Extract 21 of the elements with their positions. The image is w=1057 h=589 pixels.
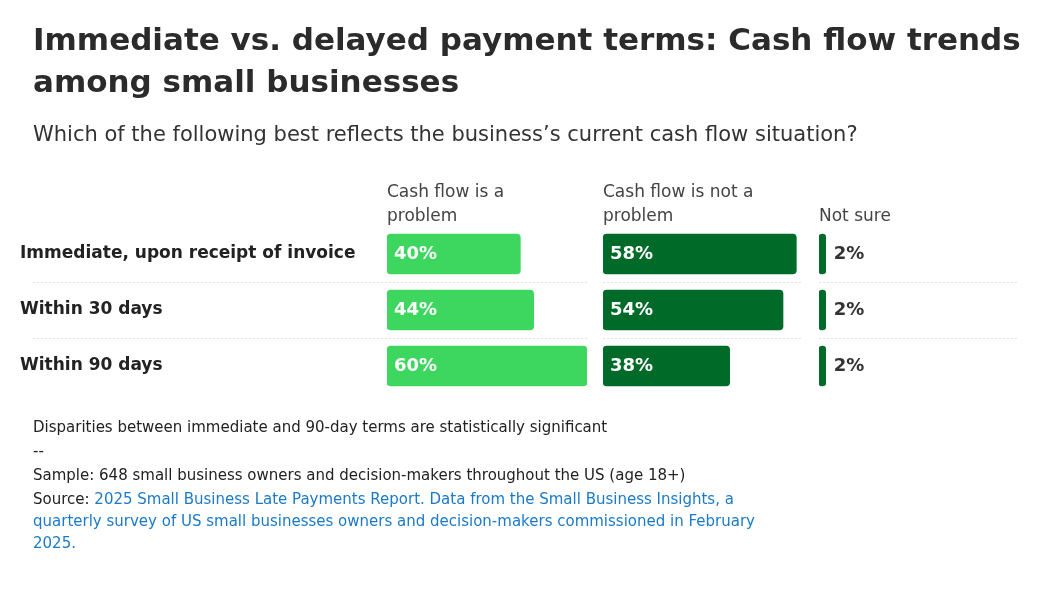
- text: --: [33, 441, 45, 462]
- data-label: 38%: [610, 353, 654, 375]
- y-tick-label: Immediate, upon receipt of invoice: [20, 242, 356, 263]
- data-label: 2%: [833, 297, 865, 319]
- data-label: 54%: [610, 297, 654, 319]
- y-tick-label: Within 30 days: [20, 298, 163, 319]
- data-label: 2%: [833, 241, 865, 263]
- text: Sample: 648 small business owners and decision-makers throughout the US (age 18+): [33, 465, 687, 486]
- data-label: 40%: [394, 241, 438, 263]
- text: Which of the following best reflects the business’s current cash flow situation?: [33, 122, 859, 146]
- data-label: 2%: [833, 353, 865, 375]
- chart-title: Cash flow is not a problem: [603, 180, 755, 227]
- data-label: 58%: [610, 241, 654, 263]
- text: Disparities between immediate and 90-day terms are statistically significant: [33, 417, 609, 438]
- source-note: Source: 2025 Small Business Late Payments Report. Data from the Small Business Insights, a quarterly survey of US small businesses owners and decision-makers commissioned in February 2025.: [33, 489, 756, 554]
- data-label: 60%: [394, 353, 438, 375]
- data-label: 44%: [394, 297, 438, 319]
- chart-title: Not sure: [819, 204, 892, 227]
- y-tick-label: Within 90 days: [20, 354, 163, 375]
- text: Immediate vs. delayed payment terms: Cash flow trends among small businesses: [33, 20, 1022, 101]
- chart-title: Cash flow is a problem: [387, 180, 506, 227]
